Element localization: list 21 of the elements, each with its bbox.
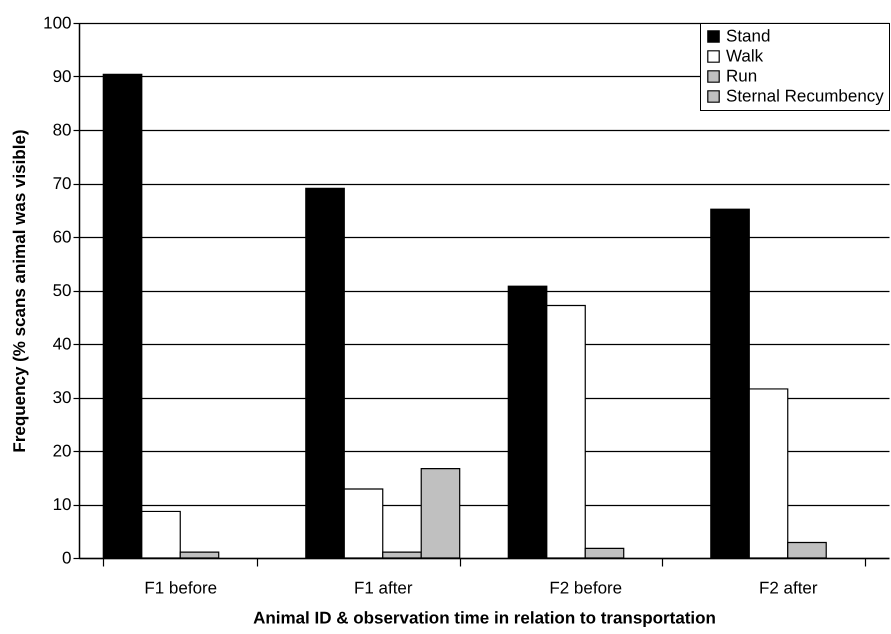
x-tick-label: F2 after [758,578,818,598]
y-axis-title: Frequency (% scans animal was visible) [10,129,30,453]
y-tick-label: 80 [52,120,72,140]
legend-label: Run [726,66,758,86]
y-tick-label: 100 [43,14,72,32]
y-tick-label: 60 [52,228,72,246]
legend-label: Walk [726,46,764,66]
y-tick-label: 30 [52,388,72,407]
x-tick-label: F1 after [354,578,413,598]
y-tick-label: 50 [52,281,72,300]
y-tick-label: 90 [52,67,72,86]
x-axis-title: Animal ID & observation time in relation to transportation [253,608,716,628]
legend-label: Stand [726,26,770,46]
y-tick-label: 40 [52,334,72,354]
y-tick-label: 10 [52,495,72,514]
x-tick-label: F1 before [144,578,218,598]
y-tick-label: 0 [62,548,72,568]
y-tick-label: 70 [52,174,72,193]
x-tick-label: F2 before [549,578,622,598]
legend-label: Sternal Recumbency [726,86,884,106]
y-tick-label: 20 [52,442,72,460]
